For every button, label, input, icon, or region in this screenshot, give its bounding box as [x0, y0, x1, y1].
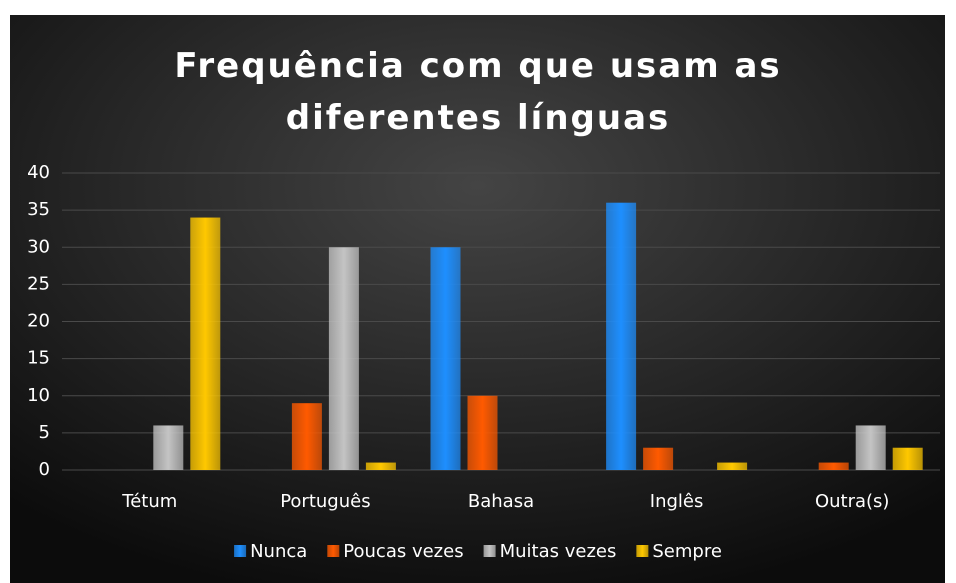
bar	[717, 462, 748, 470]
y-tick-label: 30	[27, 236, 50, 257]
y-tick-label: 5	[39, 422, 50, 443]
bar	[190, 217, 221, 470]
bar	[892, 447, 923, 470]
legend-label: Nunca	[250, 541, 307, 562]
bar	[291, 403, 322, 470]
legend-marker	[327, 545, 340, 557]
legend-label: Sempre	[652, 541, 722, 562]
x-tick-label: Bahasa	[468, 491, 534, 512]
bar	[818, 462, 849, 470]
y-tick-label: 10	[27, 385, 50, 406]
bar	[855, 425, 886, 470]
bar	[153, 425, 184, 470]
bar	[467, 395, 498, 470]
x-tick-label: Inglês	[650, 491, 704, 512]
y-tick-label: 20	[27, 311, 50, 332]
legend-marker	[234, 545, 247, 557]
legend-label: Muitas vezes	[500, 541, 617, 562]
x-tick-label: Outra(s)	[815, 491, 890, 512]
chart-title: Frequência com que usam as diferentes lí…	[174, 46, 782, 138]
legend-marker	[636, 545, 649, 557]
x-tick-label: Tétum	[121, 491, 177, 512]
y-tick-label: 40	[27, 162, 50, 183]
legend-label: Poucas vezes	[343, 541, 463, 562]
bar	[430, 247, 461, 470]
bar	[606, 202, 637, 470]
bar	[643, 447, 674, 470]
chart-background	[10, 15, 945, 583]
legend-marker	[483, 545, 496, 557]
y-tick-label: 0	[39, 459, 50, 480]
y-tick-label: 25	[27, 273, 50, 294]
bar	[365, 462, 396, 470]
bar	[328, 247, 359, 470]
x-tick-label: Português	[280, 491, 370, 512]
y-tick-label: 35	[27, 199, 50, 220]
y-tick-label: 15	[27, 348, 50, 369]
